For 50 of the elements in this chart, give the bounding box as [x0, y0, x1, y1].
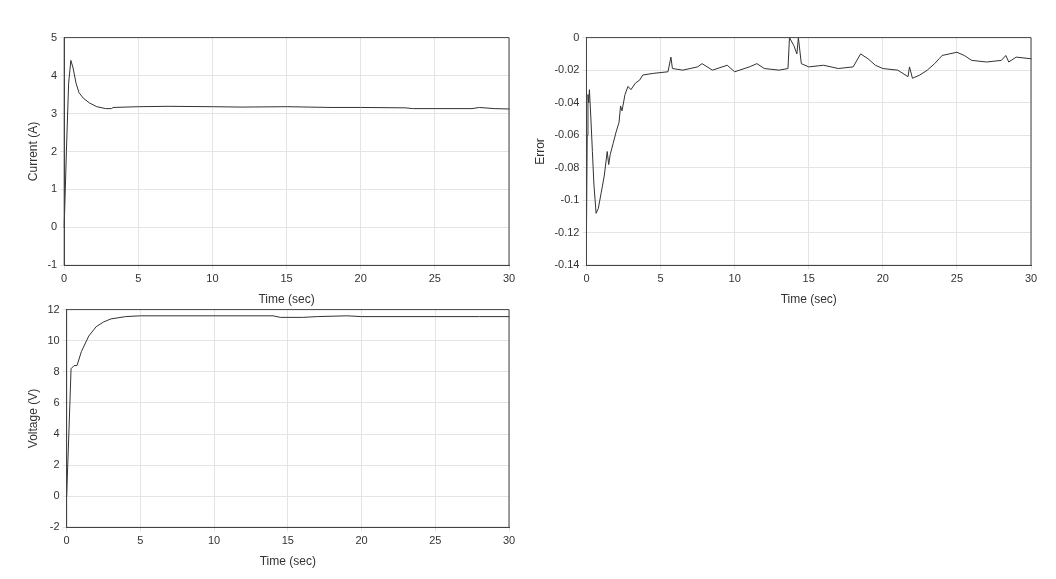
y-tick-label: -0.12	[554, 225, 580, 238]
x-tick-label: 20	[355, 534, 368, 547]
y-tick-label: 4	[53, 427, 60, 440]
x-tick-label: 10	[728, 272, 741, 285]
y-tick-label: -2	[49, 520, 60, 533]
y-tick-label: 8	[53, 364, 60, 377]
y-tick-label: 0	[53, 489, 60, 502]
y-tick-label: -0.1	[560, 193, 580, 206]
x-tick-label: 25	[950, 272, 964, 285]
y-tick-label: -0.14	[554, 258, 580, 271]
x-tick-label: 15	[280, 272, 293, 285]
y-tick-label: 4	[51, 68, 58, 81]
y-tick-label: 0	[51, 220, 58, 233]
y-tick-label: 2	[51, 144, 58, 157]
x-tick-label: 15	[802, 272, 815, 285]
y-tick-label: 0	[573, 30, 580, 43]
y-tick-label: 12	[47, 302, 60, 315]
x-tick-label: 25	[428, 272, 441, 285]
y-tick-label: -0.04	[554, 95, 580, 108]
x-tick-label: 25	[429, 534, 442, 547]
y-tick-label: 10	[47, 333, 60, 346]
y-tick-label: 1	[51, 182, 58, 195]
x-tick-label: 0	[583, 272, 590, 285]
x-tick-label: 20	[876, 272, 889, 285]
y-tick-label: 2	[53, 458, 60, 471]
x-tick-label: 15	[281, 534, 294, 547]
x-tick-label: 20	[354, 272, 367, 285]
x-tick-label: 10	[207, 534, 221, 547]
x-tick-label: 30	[1024, 272, 1038, 285]
x-axis-title: Time (sec)	[259, 554, 316, 569]
x-tick-label: 5	[657, 272, 664, 285]
x-axis-title: Time (sec)	[258, 292, 315, 307]
x-axis-title: Time (sec)	[780, 292, 837, 307]
x-tick-label: 0	[63, 534, 70, 547]
x-tick-label: 5	[137, 534, 144, 547]
y-axis-title: Voltage (V)	[25, 388, 40, 449]
y-tick-label: -0.02	[554, 63, 580, 76]
x-tick-label: 0	[61, 272, 68, 285]
y-axis-title: Current (A)	[25, 121, 40, 182]
x-tick-label: 30	[502, 534, 516, 547]
x-tick-label: 10	[206, 272, 219, 285]
y-tick-label: -0.06	[554, 128, 580, 141]
x-tick-label: 5	[135, 272, 142, 285]
x-tick-label: 30	[502, 272, 516, 285]
y-tick-label: -1	[47, 258, 58, 271]
y-axis-title: Error	[532, 138, 547, 165]
y-tick-label: -0.08	[554, 160, 580, 173]
y-tick-label: 6	[53, 395, 60, 408]
y-tick-label: 5	[51, 30, 58, 43]
y-tick-label: 3	[51, 106, 58, 119]
